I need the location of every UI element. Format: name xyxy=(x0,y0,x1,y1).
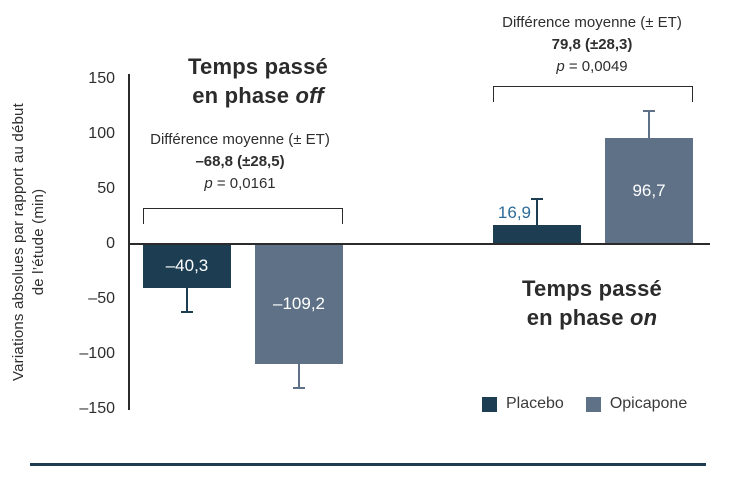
y-tick-–50: –50 xyxy=(88,290,115,307)
placebo-swatch xyxy=(482,396,497,412)
comparison-bracket-on xyxy=(493,86,693,102)
bar-opicapone-off xyxy=(255,244,343,365)
zero-baseline xyxy=(128,243,710,245)
legend: Placebo Opicapone xyxy=(482,395,687,413)
error-bar-placebo-off xyxy=(186,288,188,313)
annotation-on-header: Différence moyenne (± ET) xyxy=(502,14,682,31)
y-tick-100: 100 xyxy=(88,125,115,142)
error-bar-cap-opicapone-off xyxy=(293,387,305,390)
error-bar-placebo-on xyxy=(536,197,538,226)
annotation-off: Différence moyenne (± ET) –68,8 (±28,5) … xyxy=(115,129,365,195)
value-label-placebo-off: –40,3 xyxy=(165,256,209,276)
group-title-off: Temps passé en phase off xyxy=(188,54,328,108)
annotation-off-value: –68,8 (±28,5) xyxy=(195,153,285,170)
y-axis-title-line1: Variations absolues par rapport au début xyxy=(10,103,27,381)
value-label-opicapone-off: –109,2 xyxy=(273,294,325,314)
comparison-bracket-off xyxy=(143,208,343,224)
y-tick-50: 50 xyxy=(97,180,115,197)
bottom-rule xyxy=(30,463,706,466)
error-bar-cap-placebo-off xyxy=(181,310,193,313)
annotation-on-value: 79,8 (±28,3) xyxy=(551,36,633,53)
error-bar-opicapone-on xyxy=(648,110,650,138)
error-bar-cap-opicapone-on xyxy=(643,110,655,113)
annotation-on: Différence moyenne (± ET) 79,8 (±28,3) p… xyxy=(467,12,717,78)
value-label-placebo-on: 16,9 xyxy=(497,203,531,223)
annotation-on-pvalue: p = 0,0049 xyxy=(556,58,628,75)
value-label-opicapone-on: 96,7 xyxy=(632,180,666,200)
bar-opicapone-on xyxy=(605,137,693,244)
y-tick-–100: –100 xyxy=(79,345,115,362)
bar-placebo-on xyxy=(493,225,581,244)
group-title-on: Temps passé en phase on xyxy=(522,276,662,330)
opicapone-legend-label: Opicapone xyxy=(609,395,688,412)
legend-item-placebo: Placebo xyxy=(482,395,564,413)
y-axis-line xyxy=(128,74,130,410)
y-tick-0: 0 xyxy=(106,235,115,252)
placebo-legend-label: Placebo xyxy=(506,395,564,412)
y-tick-150: 150 xyxy=(88,70,115,87)
annotation-off-pvalue: p = 0,0161 xyxy=(204,175,276,192)
legend-item-opicapone: Opicapone xyxy=(585,395,688,413)
opicapone-swatch xyxy=(585,396,601,412)
y-tick-–150: –150 xyxy=(79,400,115,417)
annotation-off-header: Différence moyenne (± ET) xyxy=(150,131,330,148)
error-bar-opicapone-off xyxy=(298,364,300,390)
error-bar-cap-placebo-on xyxy=(531,197,543,200)
bar-placebo-off xyxy=(143,244,231,289)
